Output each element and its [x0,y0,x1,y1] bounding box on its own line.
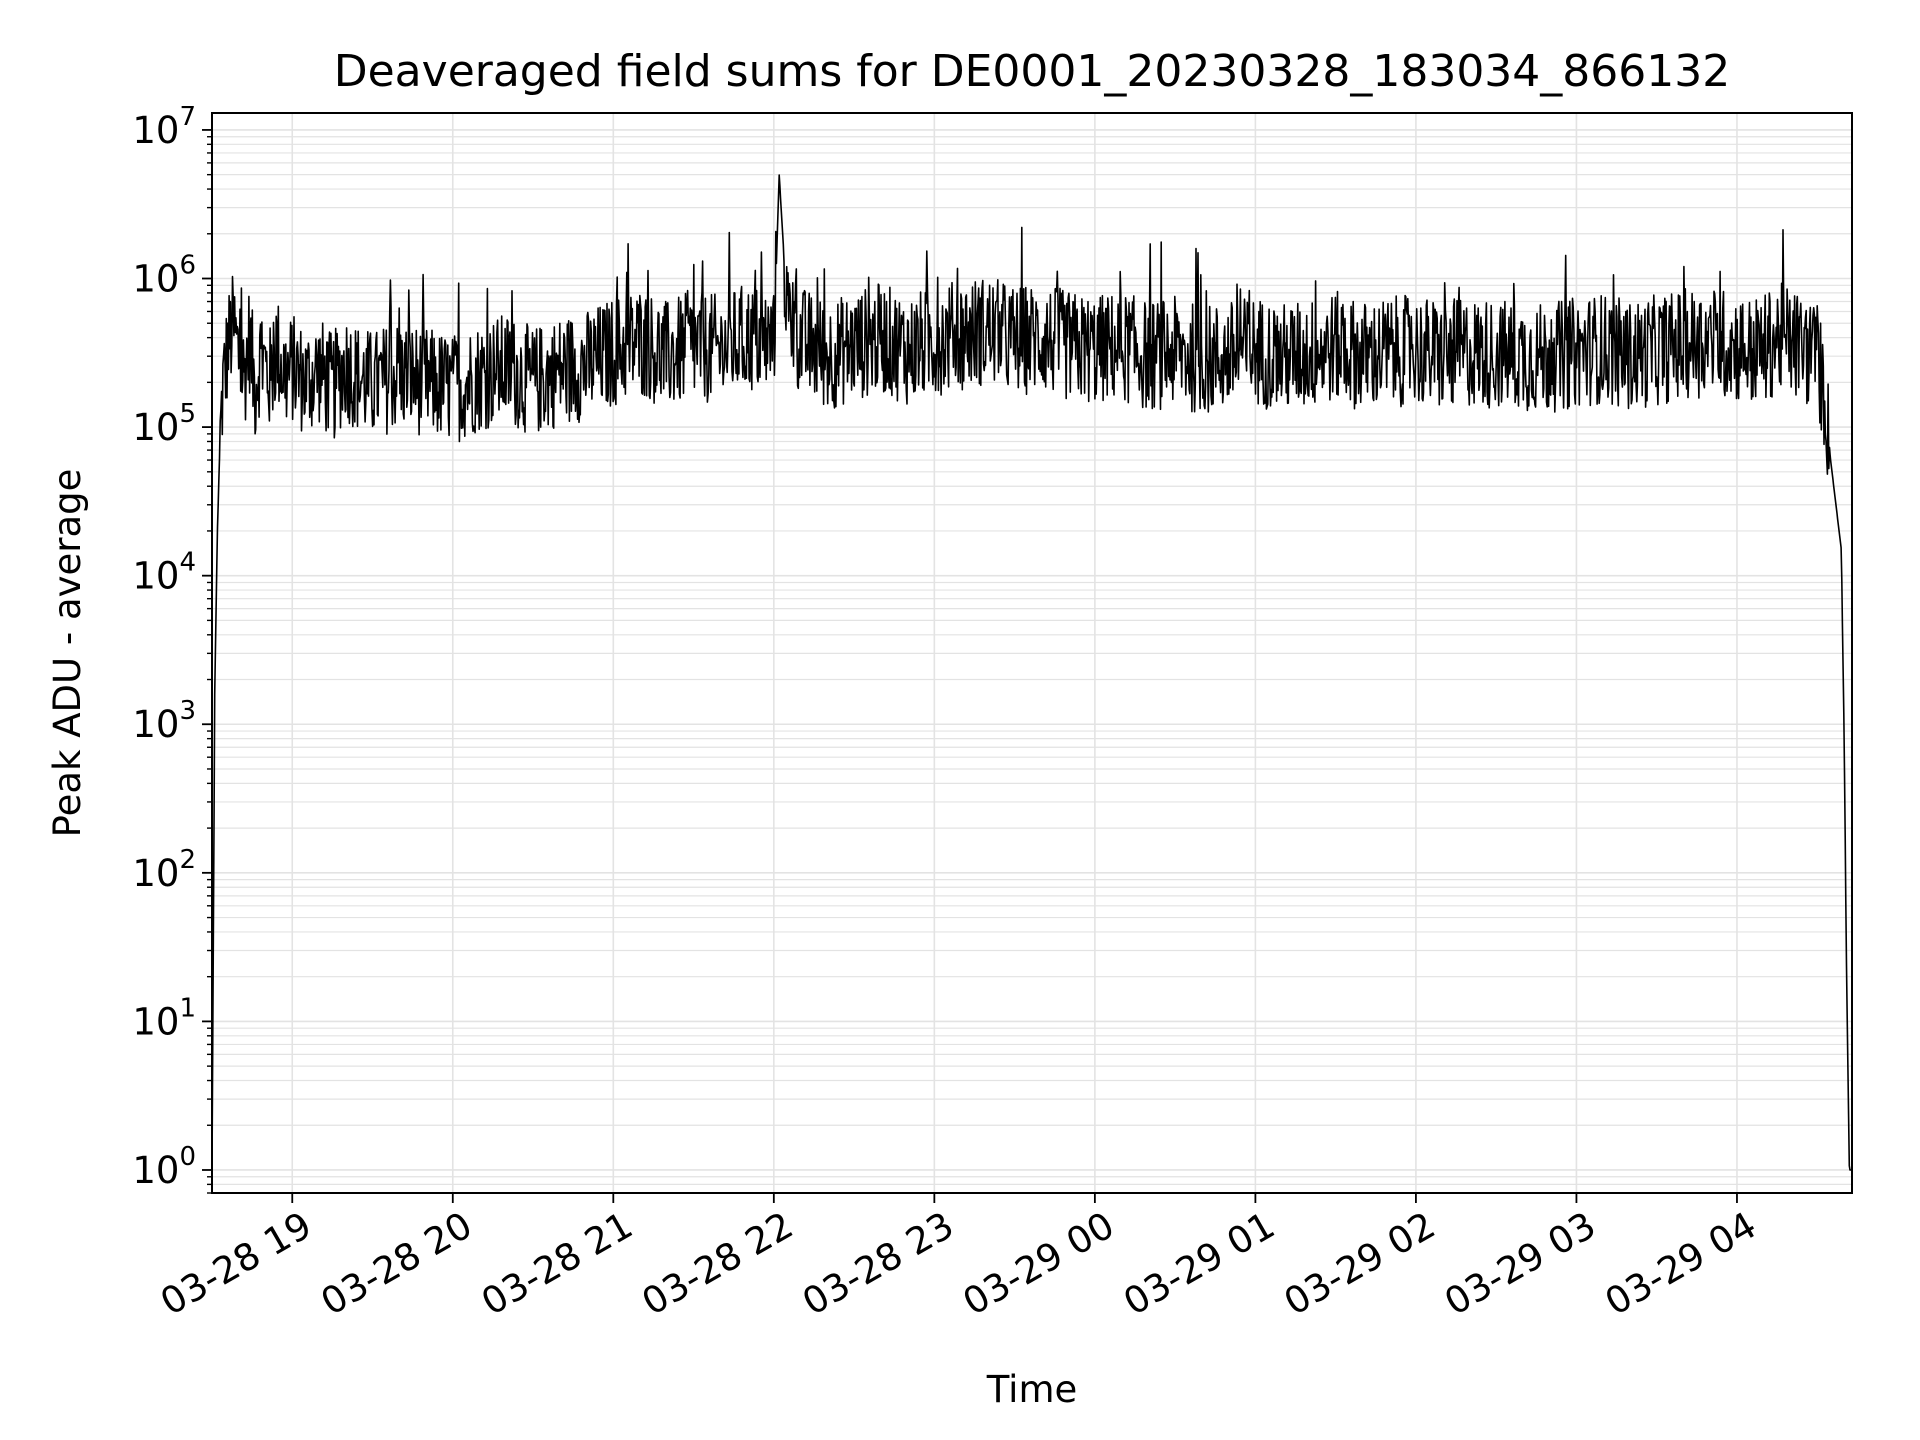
y-tick-label: 103 [132,696,196,746]
y-tick-label: 106 [132,251,196,301]
y-tick-labels: 100 101 102 103 104 105 106 107 [132,102,196,1192]
y-axis-label: Peak ADU - average [46,469,89,838]
series-line [211,174,1853,1171]
y-tick-label: 104 [132,548,196,598]
y-tick-label: 102 [132,845,196,895]
y-tick-label: 100 [132,1142,196,1192]
chart-title: Deaveraged field sums for DE0001_2023032… [334,46,1731,97]
y-tick-label: 107 [132,102,196,152]
ticks [202,129,1738,1203]
x-axis-label: Time [986,1368,1078,1411]
y-tick-label: 101 [132,993,196,1043]
grid [212,113,1852,1194]
y-tick-label: 105 [132,399,196,449]
